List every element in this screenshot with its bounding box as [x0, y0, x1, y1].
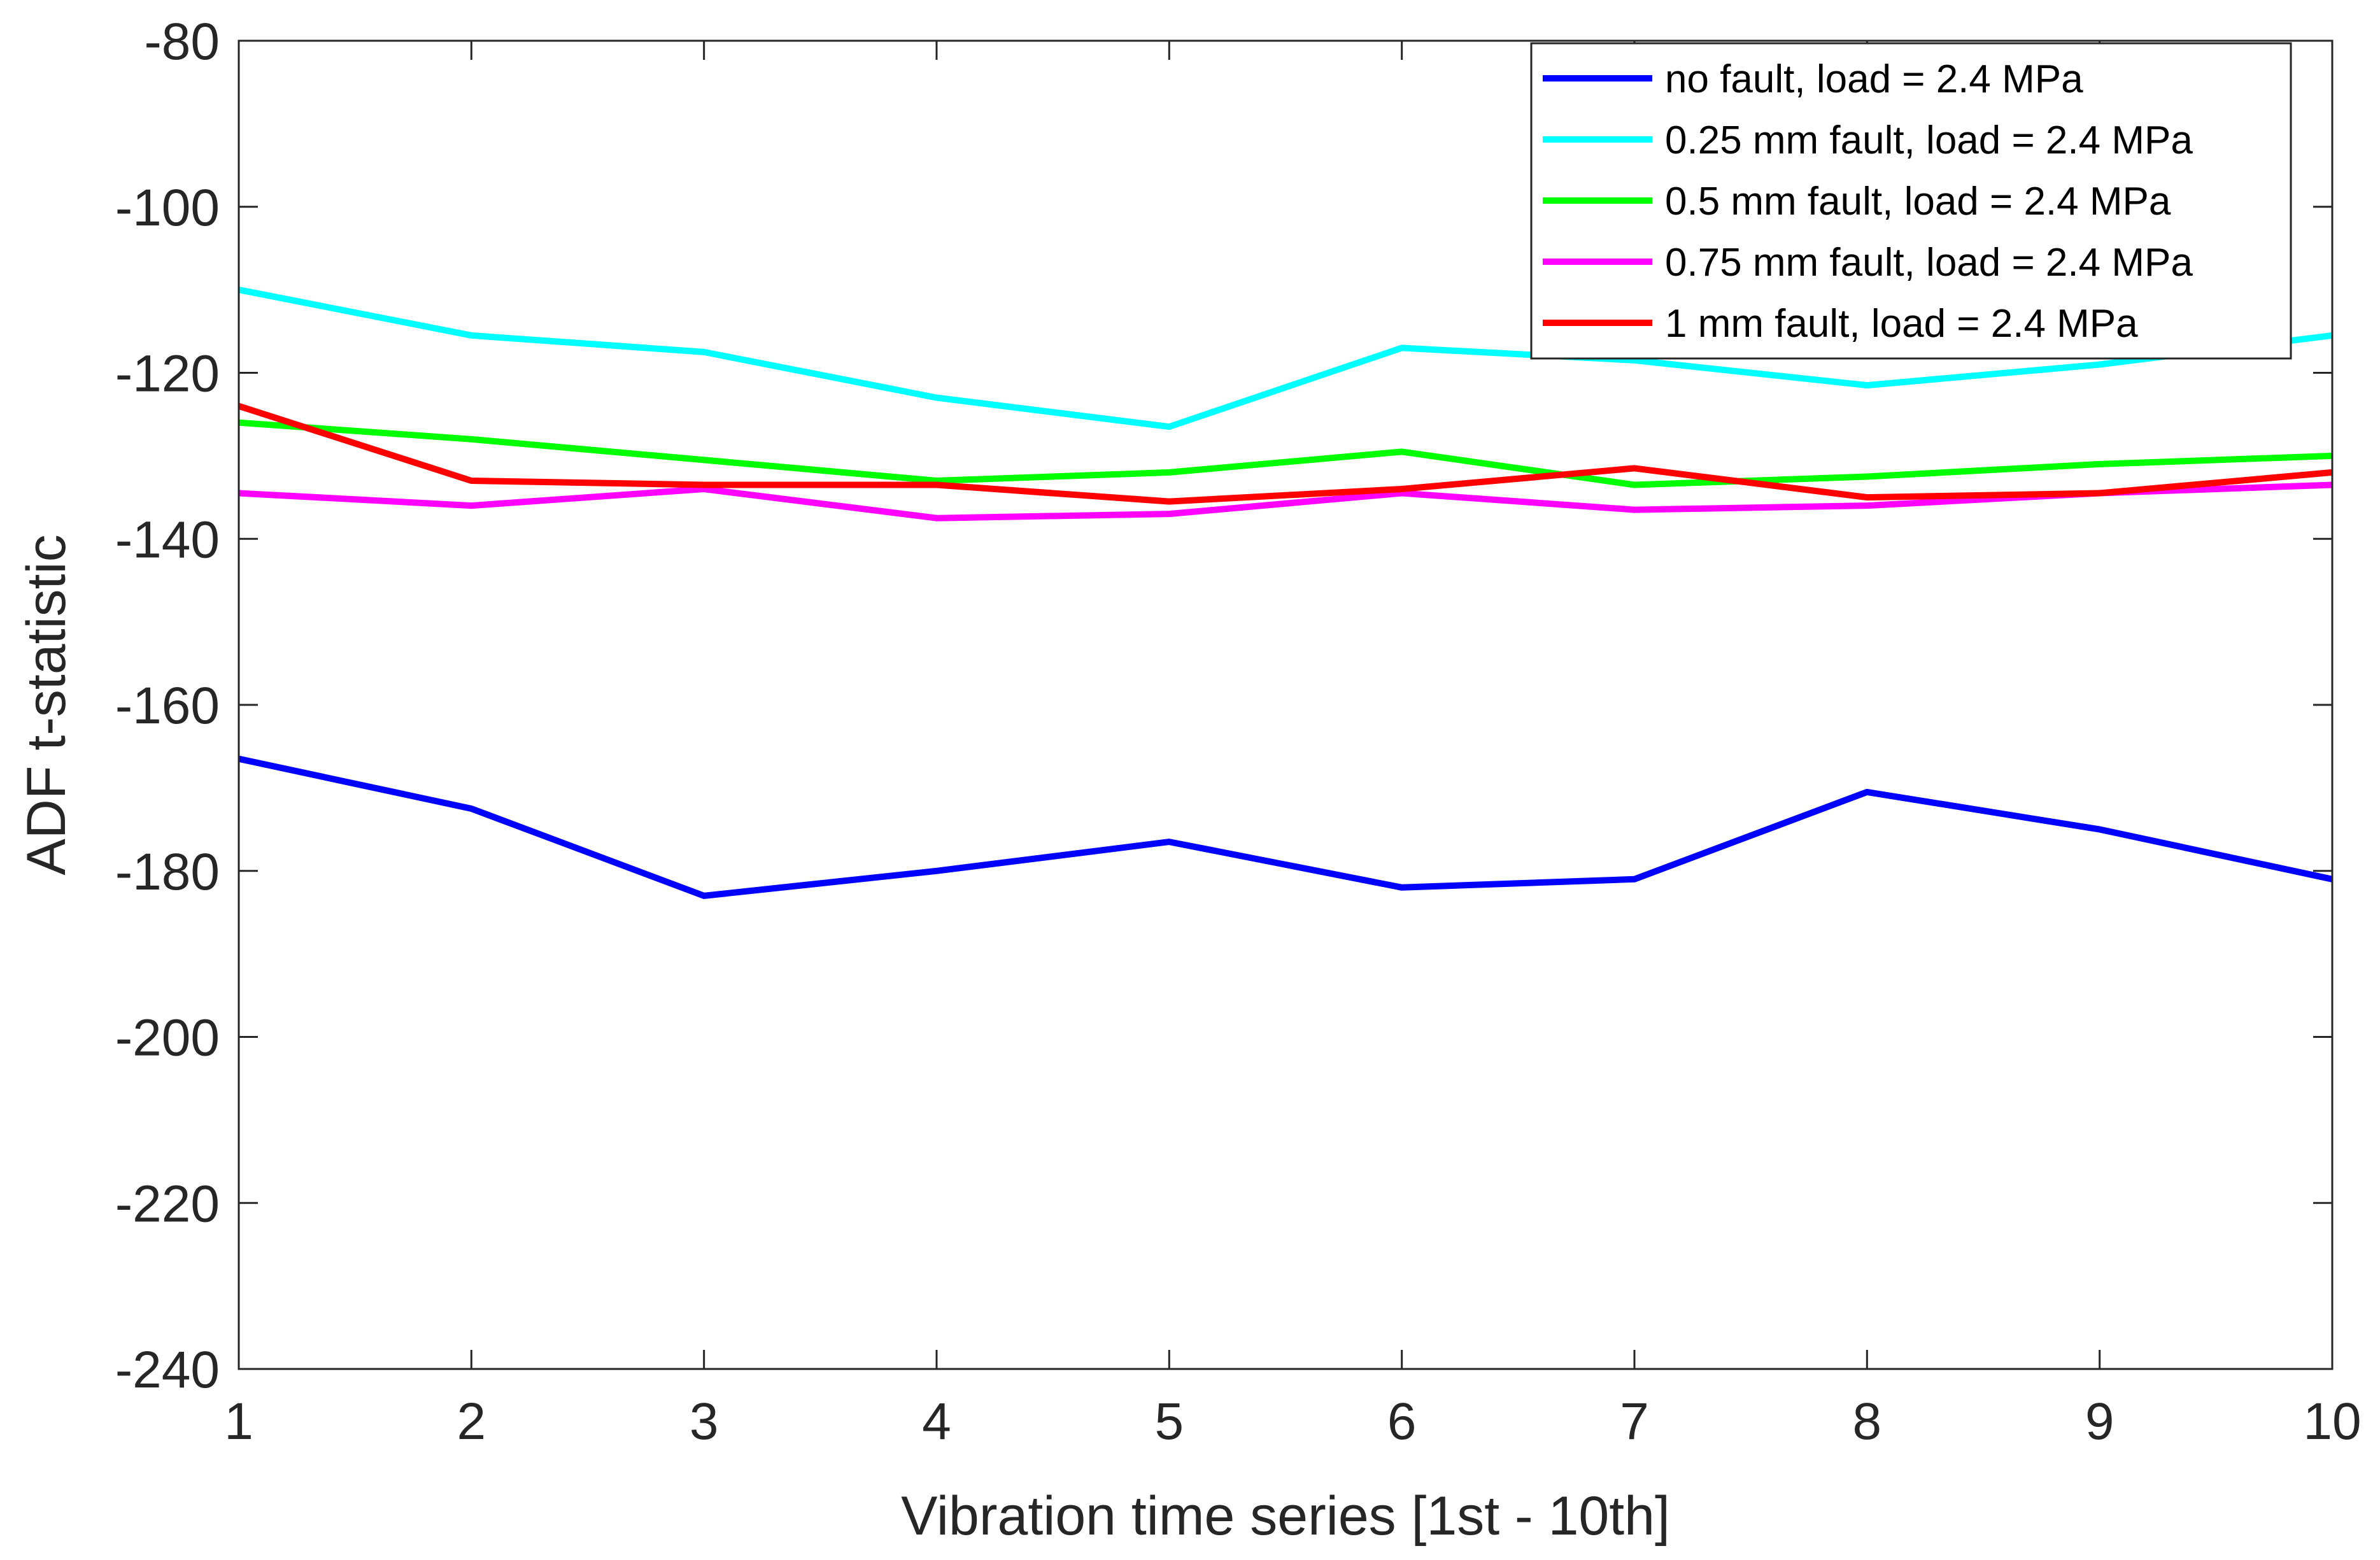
series-line-5 — [237, 402, 2333, 505]
legend-label: 0.75 mm fault, load = 2.4 MPa — [1665, 241, 2193, 285]
x-tick-label: 5 — [1155, 1393, 1184, 1450]
series-line-1 — [237, 755, 2334, 899]
series-line-4 — [238, 481, 2333, 521]
y-tick-label: -80 — [144, 13, 220, 71]
x-tick-label: 10 — [2303, 1393, 2361, 1450]
legend: no fault, load = 2.4 MPa 0.25 mm fault, l… — [1530, 42, 2292, 360]
y-tick-label: -200 — [115, 1009, 220, 1067]
y-tick-label: -180 — [115, 843, 220, 901]
legend-label: no fault, load = 2.4 MPa — [1665, 57, 2083, 101]
series-line-3 — [238, 419, 2333, 488]
legend-label: 0.25 mm fault, load = 2.4 MPa — [1665, 118, 2193, 162]
axes-layer: 1 2 3 4 5 6 7 8 9 10 -80 -100 -120 -140 -160 -180 -200 -2… — [115, 13, 2362, 1450]
x-tick-label: 7 — [1620, 1393, 1649, 1450]
y-axis-label: ADF t-statistic — [16, 534, 77, 875]
y-tick-label: -220 — [115, 1175, 220, 1233]
series-layer — [237, 287, 2334, 899]
series-line-2 — [238, 287, 2333, 430]
y-tick-label: -100 — [115, 179, 220, 237]
legend-label: 0.5 mm fault, load = 2.4 MPa — [1665, 180, 2171, 223]
x-tick-label: 3 — [690, 1393, 719, 1450]
x-tick-label: 2 — [457, 1393, 486, 1450]
x-axis-label: Vibration time series [1st - 10th] — [901, 1486, 1670, 1547]
x-tick-label: 6 — [1387, 1393, 1417, 1450]
y-tick-label: -240 — [115, 1341, 220, 1399]
y-tick-label: -160 — [115, 677, 220, 735]
legend-box — [1530, 42, 2292, 360]
x-tick-label: 9 — [2085, 1393, 2114, 1450]
x-tick-label: 4 — [922, 1393, 951, 1450]
legend-label: 1 mm fault, load = 2.4 MPa — [1665, 302, 2138, 346]
y-tick-label: -120 — [115, 345, 220, 403]
x-tick-label: 1 — [224, 1393, 253, 1450]
x-tick-label: 8 — [1853, 1393, 1882, 1450]
y-tick-label: -140 — [115, 511, 220, 569]
